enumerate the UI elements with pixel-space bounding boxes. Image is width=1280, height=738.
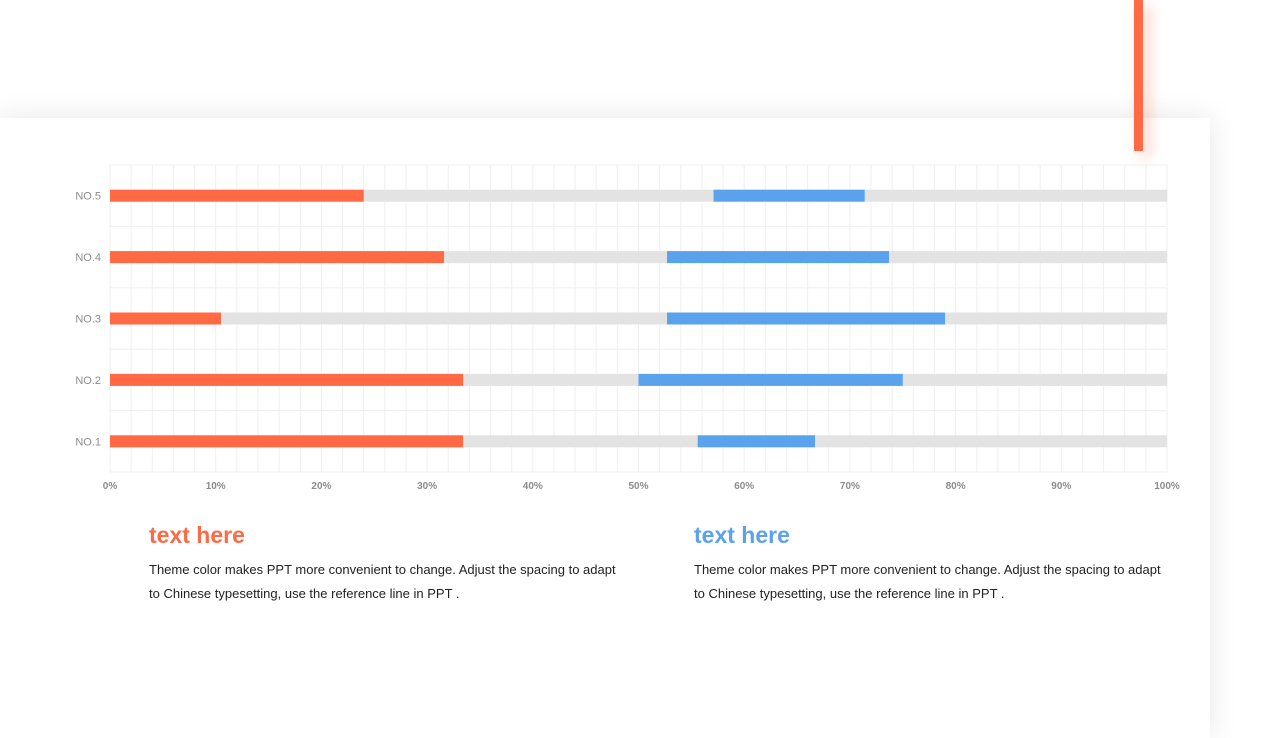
track-bar (110, 312, 1167, 325)
text-block-right: text here Theme color makes PPT more con… (694, 520, 1164, 606)
text-block-right-title: text here (694, 522, 790, 548)
x-tick-label: 60% (734, 481, 754, 492)
text-block-right-body: Theme color makes PPT more convenient to… (694, 562, 1161, 601)
orange-bar (110, 435, 464, 448)
x-tick-label: 90% (1051, 481, 1071, 492)
blue-bar (713, 189, 865, 202)
blue-bar (638, 373, 903, 386)
x-tick-label: 50% (628, 481, 648, 492)
text-block-left: text here Theme color makes PPT more con… (149, 520, 619, 606)
range-bar-chart: NO.5 NO.4 NO.3 NO.2 NO.1 0% 10% 20% 30% 40% 50% 60%… (75, 164, 1180, 492)
x-tick-label: 40% (523, 481, 543, 492)
x-tick-label: 100% (1154, 481, 1180, 492)
x-tick-label: 0% (103, 481, 118, 492)
category-label: NO.4 (75, 252, 101, 264)
category-label: NO.5 (75, 191, 101, 203)
orange-bar (110, 373, 464, 386)
accent-bar (1134, 0, 1143, 151)
category-label: NO.1 (75, 436, 101, 448)
orange-bar (110, 251, 445, 264)
x-tick-label: 30% (417, 481, 437, 492)
x-tick-label: 10% (206, 481, 226, 492)
x-tick-label: 70% (840, 481, 860, 492)
content-card (0, 118, 1210, 738)
blue-bar (667, 312, 946, 325)
track-bar (110, 189, 1167, 202)
orange-bar (110, 189, 364, 202)
category-label: NO.3 (75, 314, 101, 326)
blue-bar (667, 251, 890, 264)
blue-bar (697, 435, 816, 448)
category-label: NO.2 (75, 375, 101, 387)
text-block-left-title: text here (149, 522, 245, 548)
x-tick-label: 80% (946, 481, 966, 492)
text-block-left-body: Theme color makes PPT more convenient to… (149, 562, 616, 601)
orange-bar (110, 312, 221, 325)
x-tick-label: 20% (311, 481, 331, 492)
